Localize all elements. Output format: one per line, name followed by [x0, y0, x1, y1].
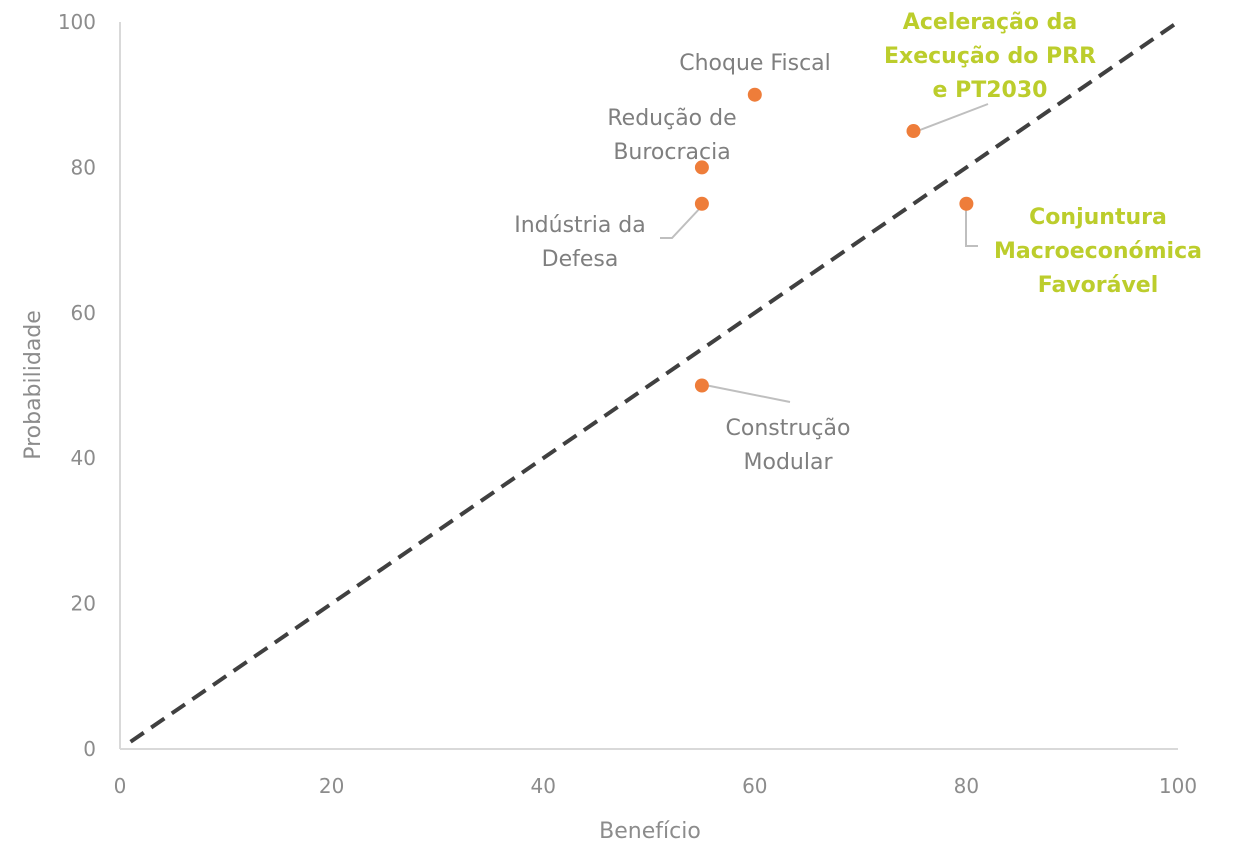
label-industria-defesa: Indústria da Defesa: [514, 213, 646, 272]
leader-line-industria-defesa: [660, 205, 703, 239]
label-line: Choque Fiscal: [679, 51, 831, 76]
label-line: Macroeconómica: [994, 239, 1202, 264]
label-line: Redução de: [607, 106, 736, 131]
label-line: e PT2030: [933, 78, 1048, 103]
leader-line-construcao-modular: [704, 384, 791, 403]
label-line: Favorável: [1038, 273, 1159, 298]
label-construcao-modular: Construção Modular: [726, 416, 851, 475]
x-tick-label: 0: [114, 774, 127, 798]
point-labels: Choque Fiscal Aceleração da Execução do PR…: [514, 10, 1202, 475]
label-line: Defesa: [542, 247, 619, 272]
data-points: [694, 87, 974, 393]
label-aceleracao-prr: Aceleração da Execução do PRR e PT2030: [884, 10, 1096, 103]
x-tick-label: 20: [319, 774, 344, 798]
point-aceleracao-prr: [906, 124, 921, 139]
y-tick-label: 40: [71, 446, 96, 470]
point-reducao-burocracia: [694, 160, 709, 175]
label-line: Conjuntura: [1029, 205, 1167, 230]
label-line: Indústria da: [514, 213, 646, 238]
label-line: Construção: [726, 416, 851, 441]
x-tick-label: 80: [954, 774, 979, 798]
y-tick-label: 20: [71, 592, 96, 616]
y-tick-label: 80: [71, 155, 96, 179]
label-line: Execução do PRR: [884, 44, 1096, 69]
label-reducao-burocracia: Redução de Burocracia: [607, 106, 736, 165]
x-tick-labels: 0 20 40 60 80 100: [114, 774, 1197, 798]
axes: [119, 22, 1178, 750]
label-choque-fiscal: Choque Fiscal: [679, 51, 831, 76]
x-axis-title: Benefício: [599, 819, 701, 842]
x-tick-label: 40: [530, 774, 555, 798]
point-construcao-modular: [694, 378, 709, 393]
label-line: Modular: [744, 450, 834, 475]
x-tick-label: 100: [1159, 774, 1197, 798]
leader-line-conjuntura-macro: [965, 206, 978, 247]
y-tick-label: 60: [71, 301, 96, 325]
point-choque-fiscal: [747, 87, 762, 102]
x-tick-label: 60: [742, 774, 767, 798]
y-tick-label: 0: [83, 737, 96, 761]
label-line: Aceleração da: [903, 10, 1077, 35]
label-conjuntura-macro: Conjuntura Macroeconómica Favorável: [994, 205, 1202, 298]
leader-lines: [660, 103, 989, 403]
y-tick-labels: 0 20 40 60 80 100: [58, 10, 96, 761]
leader-line-aceleracao-prr: [919, 103, 989, 131]
y-tick-label: 100: [58, 10, 96, 34]
point-conjuntura-macro: [959, 196, 974, 211]
reference-line-group: [129, 20, 1180, 744]
y-axis-title: Probabilidade: [21, 310, 46, 460]
point-industria-defesa: [694, 196, 709, 211]
label-line: Burocracia: [613, 140, 730, 165]
reference-line: [129, 20, 1180, 744]
